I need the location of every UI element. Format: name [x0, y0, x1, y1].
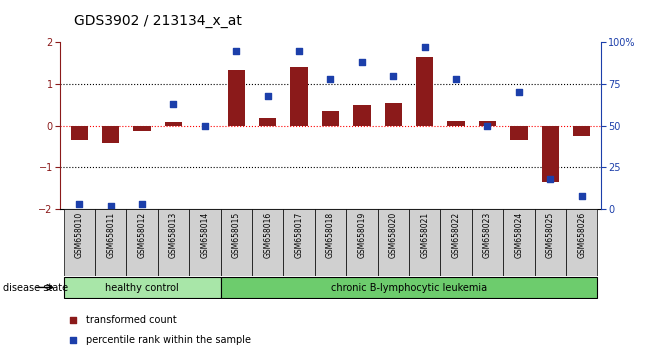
FancyBboxPatch shape: [440, 209, 472, 276]
FancyBboxPatch shape: [378, 209, 409, 276]
Text: disease state: disease state: [3, 282, 68, 293]
Text: GSM658021: GSM658021: [420, 212, 429, 258]
Bar: [353, 105, 370, 126]
Text: healthy control: healthy control: [105, 282, 179, 293]
Bar: [479, 121, 496, 126]
Bar: [322, 111, 339, 126]
Point: [545, 176, 556, 182]
Text: chronic B-lymphocytic leukemia: chronic B-lymphocytic leukemia: [331, 282, 487, 293]
Text: GSM658020: GSM658020: [389, 212, 398, 258]
Text: GSM658023: GSM658023: [483, 212, 492, 258]
Bar: [448, 121, 465, 126]
FancyBboxPatch shape: [252, 209, 283, 276]
FancyBboxPatch shape: [95, 209, 126, 276]
Text: GSM658015: GSM658015: [231, 212, 241, 258]
Text: transformed count: transformed count: [86, 315, 176, 325]
Text: GSM658024: GSM658024: [515, 212, 523, 258]
Bar: [573, 126, 590, 136]
Bar: [259, 118, 276, 126]
Point: [137, 201, 148, 207]
FancyBboxPatch shape: [64, 277, 221, 298]
Text: GSM658012: GSM658012: [138, 212, 146, 258]
Point: [356, 59, 367, 65]
Point: [576, 193, 587, 198]
Text: GSM658018: GSM658018: [326, 212, 335, 258]
Text: GSM658010: GSM658010: [74, 212, 84, 258]
FancyBboxPatch shape: [158, 209, 189, 276]
Point: [105, 203, 116, 209]
Point: [199, 123, 210, 129]
FancyBboxPatch shape: [472, 209, 503, 276]
Point: [168, 101, 178, 107]
Text: GSM658017: GSM658017: [295, 212, 303, 258]
Point: [451, 76, 462, 82]
Bar: [291, 67, 308, 126]
Point: [294, 48, 305, 54]
FancyBboxPatch shape: [346, 209, 378, 276]
FancyBboxPatch shape: [315, 209, 346, 276]
Text: GSM658016: GSM658016: [263, 212, 272, 258]
Text: GSM658025: GSM658025: [546, 212, 555, 258]
Point: [67, 317, 78, 323]
FancyBboxPatch shape: [221, 209, 252, 276]
FancyBboxPatch shape: [283, 209, 315, 276]
FancyBboxPatch shape: [566, 209, 597, 276]
Text: GSM658011: GSM658011: [106, 212, 115, 258]
FancyBboxPatch shape: [535, 209, 566, 276]
Bar: [541, 126, 559, 182]
Text: GSM658026: GSM658026: [577, 212, 586, 258]
FancyBboxPatch shape: [189, 209, 221, 276]
Bar: [134, 126, 151, 131]
Point: [262, 93, 273, 98]
FancyBboxPatch shape: [221, 277, 597, 298]
Bar: [165, 122, 182, 126]
Text: percentile rank within the sample: percentile rank within the sample: [86, 335, 251, 345]
Bar: [510, 126, 527, 140]
Text: GDS3902 / 213134_x_at: GDS3902 / 213134_x_at: [74, 14, 242, 28]
Text: GSM658022: GSM658022: [452, 212, 460, 258]
Text: GSM658014: GSM658014: [201, 212, 209, 258]
FancyBboxPatch shape: [64, 209, 95, 276]
Point: [419, 45, 430, 50]
Text: GSM658019: GSM658019: [358, 212, 366, 258]
Text: GSM658013: GSM658013: [169, 212, 178, 258]
Point: [67, 337, 78, 343]
Bar: [227, 69, 245, 126]
Point: [482, 123, 493, 129]
Point: [325, 76, 336, 82]
FancyBboxPatch shape: [409, 209, 440, 276]
FancyBboxPatch shape: [126, 209, 158, 276]
Bar: [384, 103, 402, 126]
FancyBboxPatch shape: [503, 209, 535, 276]
Bar: [70, 126, 88, 140]
Bar: [416, 57, 433, 126]
Point: [74, 201, 85, 207]
Point: [513, 90, 524, 95]
Bar: [102, 126, 119, 143]
Point: [388, 73, 399, 79]
Point: [231, 48, 242, 54]
